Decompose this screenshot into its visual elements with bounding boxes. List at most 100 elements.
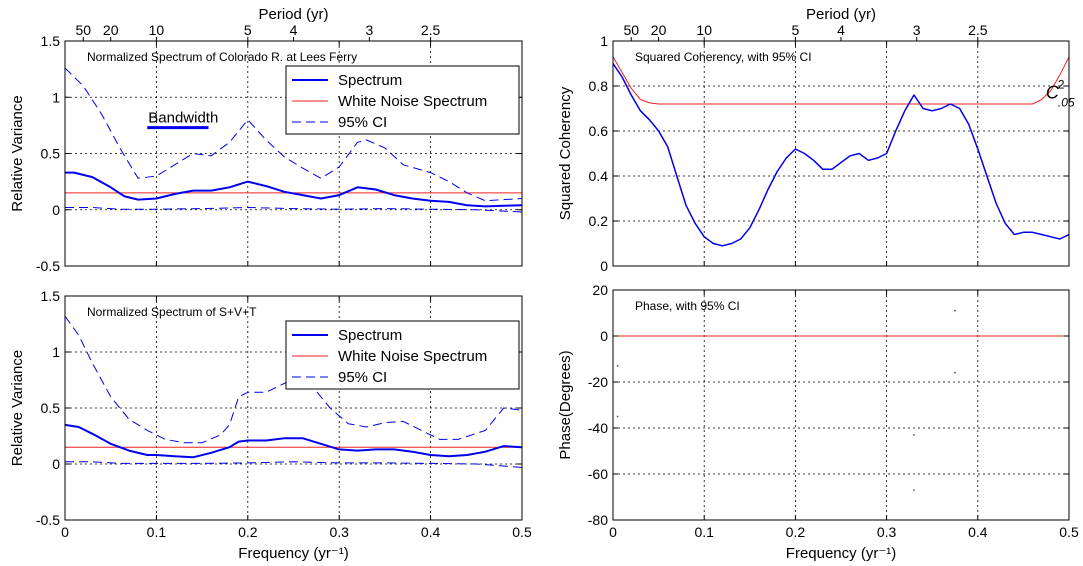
chart-p1: -0.5 0 0.5 1 1.5 50 20 10 5 4 3 2.5 Period (yr) Relat… <box>9 6 523 274</box>
period-tick-label: 5 <box>244 22 252 38</box>
period-axis-label: Period (yr) <box>258 6 328 23</box>
plot-title: Normalized Spectrum of Colorado R. at Le… <box>87 50 357 64</box>
y-tick-label: -40 <box>588 420 608 436</box>
legend-label: Spectrum <box>338 327 402 344</box>
series-line-spectrum <box>65 171 522 208</box>
series-line-squared-coherency <box>613 63 1069 247</box>
y-tick-label: -20 <box>588 374 608 390</box>
period-tick-label: 4 <box>290 22 298 38</box>
series-group <box>613 309 1069 491</box>
series-line-95-ci-upper <box>65 315 522 444</box>
series-line-95-ci-upper <box>65 67 522 202</box>
x-tick-label: 0 <box>61 524 69 540</box>
series-line-95-ci-lower <box>65 207 522 213</box>
threshold-subscript: .05 <box>1058 96 1075 110</box>
series-line-spectrum <box>65 423 522 459</box>
legend-box <box>285 65 520 135</box>
y-axis-label: Relative Variance <box>9 95 26 211</box>
y-tick-label: 1 <box>52 89 60 105</box>
period-tick-label: 3 <box>913 22 921 38</box>
data-point <box>954 309 956 312</box>
y-tick-label: 0.5 <box>41 400 61 416</box>
legend: Spectrum White Noise Spectrum 95% CI <box>285 320 520 390</box>
y-tick-label: 0.5 <box>41 146 61 162</box>
data-point <box>913 489 915 491</box>
period-tick-label: 50 <box>623 22 639 38</box>
period-tick-label: 2.5 <box>968 22 988 38</box>
data-point <box>616 415 619 418</box>
y-tick-label: 20 <box>592 282 608 298</box>
period-tick-label: 20 <box>103 22 119 38</box>
y-tick-label: 0 <box>600 328 608 344</box>
legend: Spectrum White Noise Spectrum 95% CI <box>285 65 520 135</box>
y-tick-label: -80 <box>588 512 608 528</box>
series-group <box>613 56 1069 247</box>
x-tick-label: 0.5 <box>1059 524 1079 540</box>
legend-label: 95% CI <box>338 114 387 131</box>
x-tick-label: 0 <box>609 524 617 540</box>
series-group <box>65 315 522 468</box>
plot-area <box>613 41 1069 266</box>
period-tick-label: 10 <box>149 22 165 38</box>
threshold-superscript: 2 <box>1058 78 1065 92</box>
x-tick-label: 0.3 <box>877 524 897 540</box>
data-point <box>954 371 956 374</box>
x-tick-label: 0.1 <box>147 524 167 540</box>
period-tick-label: 10 <box>696 22 712 38</box>
x-tick-label: 0.1 <box>694 524 714 540</box>
y-tick-label: 0.2 <box>589 213 609 229</box>
y-tick-label: 0 <box>600 258 608 274</box>
period-tick-label: 3 <box>365 22 373 38</box>
y-axis-label: Relative Variance <box>9 350 26 466</box>
period-tick-label: 2.5 <box>421 22 441 38</box>
plot-title: Normalized Spectrum of S+V+T <box>87 305 257 319</box>
x-tick-label: 0.2 <box>238 524 258 540</box>
chart-p4: 0 0.1 0.2 0.3 0.4 0.5 -80 -60 -40 -20 0 20 Phase(Deg… <box>557 282 1079 562</box>
bandwidth-label: Bandwidth <box>148 110 218 127</box>
y-axis-label: Squared Coherency <box>557 86 574 220</box>
x-tick-label: 0.4 <box>421 524 441 540</box>
y-tick-label: 0 <box>52 456 60 472</box>
x-tick-label: 0.3 <box>329 524 349 540</box>
y-tick-label: -60 <box>588 466 608 482</box>
legend-box <box>285 320 520 390</box>
coherency-threshold-label: C <box>1046 83 1060 103</box>
data-point <box>616 365 619 367</box>
y-tick-label: -0.5 <box>36 512 60 528</box>
series-line-95-ci <box>613 56 1069 105</box>
y-tick-label: 0.6 <box>589 123 609 139</box>
y-tick-label: 1 <box>52 344 60 360</box>
period-tick-label: 20 <box>651 22 667 38</box>
x-tick-label: 0.2 <box>786 524 806 540</box>
plot-title: Squared Coherency, with 95% CI <box>635 50 812 64</box>
plot-title: Phase, with 95% CI <box>635 299 740 313</box>
axes-frame <box>612 289 1070 521</box>
x-tick-label: 0.5 <box>512 524 532 540</box>
y-axis-label: Phase(Degrees) <box>557 350 574 459</box>
period-tick-label: 4 <box>837 22 845 38</box>
period-axis-label: Period (yr) <box>806 6 876 23</box>
y-tick-label: -0.5 <box>36 258 60 274</box>
chart-p3: 0 0.2 0.4 0.6 0.8 1 50 20 10 5 4 3 2.5 Period (yr) Squ… <box>557 6 1075 274</box>
y-tick-label: 0.8 <box>589 78 609 94</box>
y-tick-label: 1.5 <box>41 288 61 304</box>
x-tick-label: 0.4 <box>968 524 988 540</box>
series-line-95-ci-lower <box>65 461 522 468</box>
data-point <box>913 434 915 436</box>
period-tick-label: 50 <box>75 22 91 38</box>
x-axis-label: Frequency (yr⁻¹) <box>786 545 896 562</box>
y-tick-label: 1 <box>600 33 608 49</box>
legend-label: Spectrum <box>338 72 402 89</box>
series-group <box>65 67 522 213</box>
legend-label: White Noise Spectrum <box>338 93 487 110</box>
y-tick-label: 0.4 <box>589 168 609 184</box>
y-tick-label: 1.5 <box>41 33 61 49</box>
legend-label: 95% CI <box>338 369 387 386</box>
plot-area <box>613 290 1069 520</box>
legend-label: White Noise Spectrum <box>338 348 487 365</box>
x-axis-label: Frequency (yr⁻¹) <box>238 545 348 562</box>
y-tick-label: 0 <box>52 202 60 218</box>
period-tick-label: 5 <box>792 22 800 38</box>
